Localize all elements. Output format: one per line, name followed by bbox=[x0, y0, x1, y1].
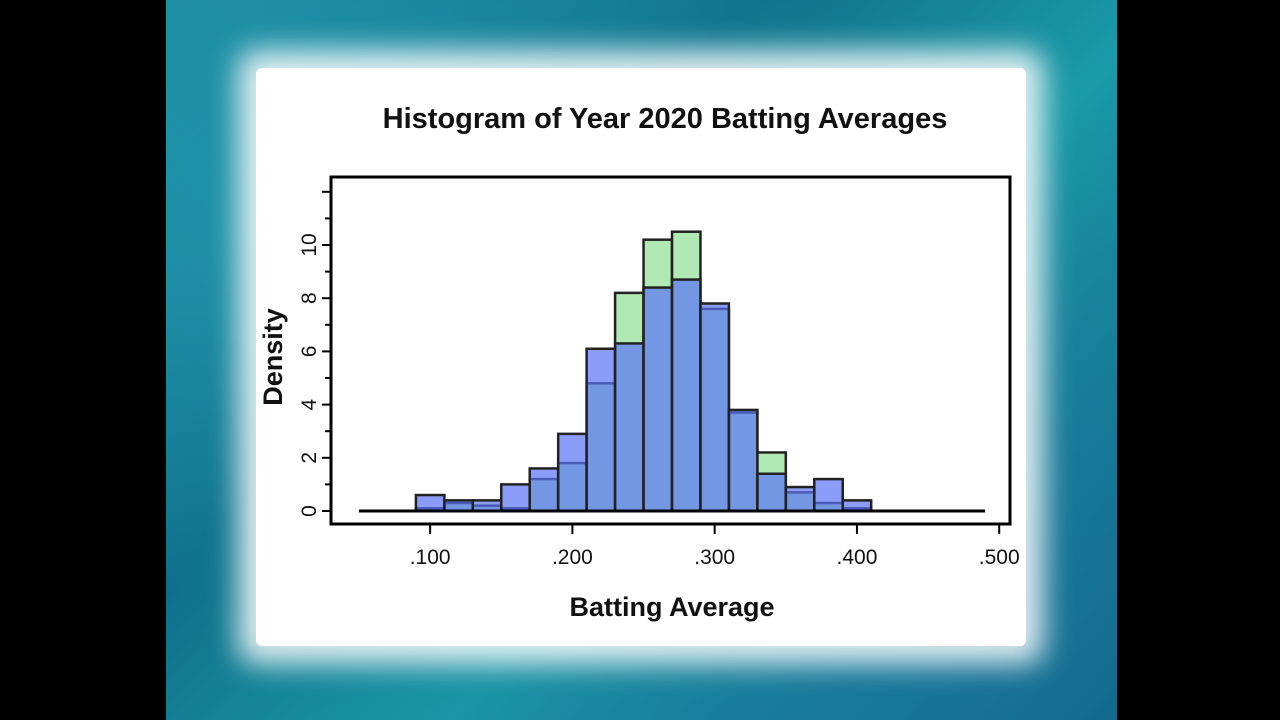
y-tick-label: 6 bbox=[298, 346, 321, 358]
blue-bar-6 bbox=[585, 347, 617, 513]
y-tick-label: 2 bbox=[298, 452, 321, 464]
blue-bar-0 bbox=[414, 493, 446, 513]
blue-bar-5 bbox=[556, 432, 588, 513]
blue-bar-13 bbox=[784, 485, 816, 513]
x-tick-label: .200 bbox=[552, 546, 593, 569]
x-axis-label: Batting Average bbox=[569, 592, 774, 622]
blue-bar-14 bbox=[813, 477, 844, 513]
x-tick-label: .100 bbox=[410, 546, 451, 569]
y-tick-label: 10 bbox=[298, 233, 321, 256]
y-tick-label: 0 bbox=[298, 505, 321, 517]
chart-title: Histogram of Year 2020 Batting Averages bbox=[383, 103, 948, 135]
blue-bar-10 bbox=[699, 302, 731, 513]
blue-bar-1 bbox=[443, 499, 475, 513]
blue-bar-4 bbox=[528, 467, 560, 513]
blue-bar-12 bbox=[756, 472, 788, 513]
blue-bar-8 bbox=[642, 286, 674, 513]
x-tick-label: .400 bbox=[837, 546, 878, 569]
blue-bar-2 bbox=[471, 499, 503, 513]
blue-bar-7 bbox=[613, 342, 645, 513]
y-tick-label: 8 bbox=[298, 292, 321, 304]
blue-bar-3 bbox=[500, 483, 531, 513]
x-axis: .100 .200 .300 .400 .500 bbox=[410, 524, 1020, 569]
blue-bar-9 bbox=[670, 278, 702, 513]
x-tick-label: .500 bbox=[979, 546, 1020, 569]
blue-bar-15 bbox=[841, 499, 873, 513]
x-tick-label: .300 bbox=[694, 546, 735, 569]
y-axis-label: Density bbox=[258, 308, 288, 406]
blue-bar-11 bbox=[727, 408, 759, 513]
y-axis: 0 2 4 6 8 10 bbox=[298, 190, 331, 517]
y-tick-label: 4 bbox=[298, 398, 321, 410]
